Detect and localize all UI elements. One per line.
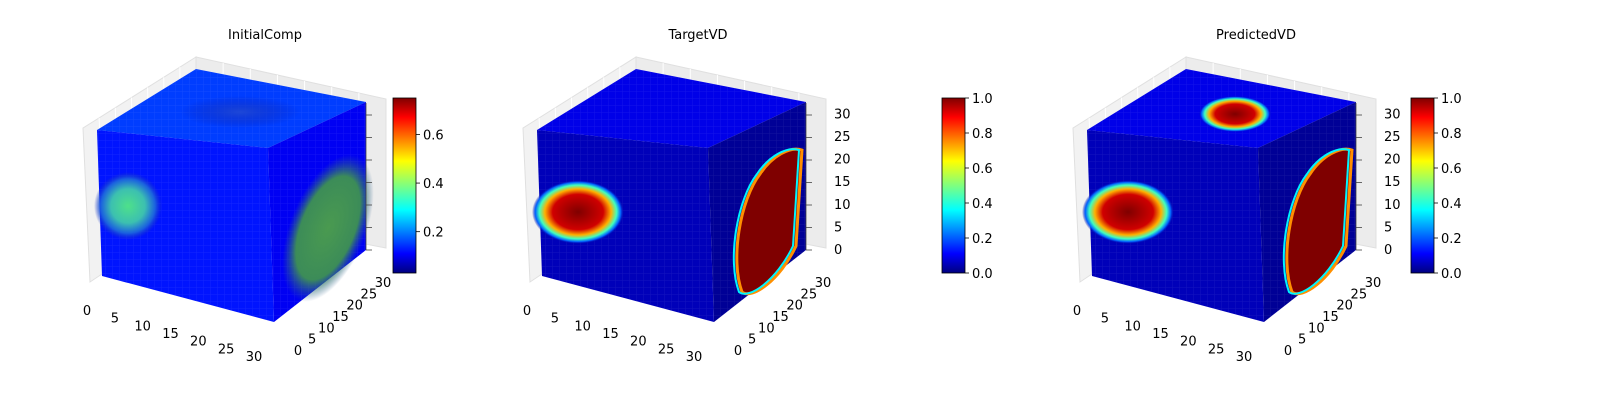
colorbar-tick-label: 0.4 [972,197,993,212]
z-tick-label: 10 [834,198,851,213]
feature-side-blob-edge [1282,148,1351,295]
x-tick-label: 5 [551,312,559,327]
voxel-grid-front [1087,130,1264,322]
x-tick-label: 5 [111,312,119,327]
y-tick-label: 20 [1336,299,1353,314]
y-tick-label: 15 [332,310,349,325]
y-tick-label: 0 [1284,344,1292,359]
voxel-grid-top [537,69,806,148]
y-tick-label: 0 [294,344,302,359]
z-tick-label: 15 [1384,175,1401,190]
z-tick-label: 20 [1384,153,1401,168]
y-tick-label: 20 [786,299,803,314]
y-tick-label: 30 [1365,276,1382,291]
y-tick-label: 5 [748,333,756,348]
z-tick-label: 0 [834,243,842,258]
colorbar-tick-label: 0.0 [1441,267,1462,282]
z-tick-label: 30 [834,107,851,122]
x-tick-label: 10 [134,319,151,334]
feature-side-blob [735,147,804,296]
z-tick-label: 5 [1384,220,1392,235]
z-tick-label: 20 [834,153,851,168]
colorbar: 0.0 0.2 0.4 0.6 0.8 1.0 [1410,92,1462,282]
colorbar-tick-label: 0.2 [972,232,993,247]
x-tick-label: 30 [246,350,263,365]
y-tick-label: 10 [1308,321,1325,336]
colorbar-tick-label: 0.2 [423,226,444,241]
colorbar: 0.0 0.2 0.4 0.6 0.8 1.0 [941,92,993,282]
y-tick-label: 5 [308,333,316,348]
feature-side-blob-edge [732,148,801,295]
y-tick-label: 15 [1322,310,1339,325]
colorbar-tick-label: 1.0 [1441,92,1462,107]
x-tick-label: 0 [1073,304,1081,319]
x-tick-label: 25 [658,342,675,357]
z-tick-label: 0 [1384,243,1392,258]
y-tick-label: 30 [375,276,392,291]
x-tick-label: 5 [1101,312,1109,327]
x-tick-label: 0 [83,304,91,319]
x-tick-label: 25 [1208,342,1225,357]
colorbar-tick-label: 0.8 [972,127,993,142]
colorbar-tick-label: 0.4 [423,177,444,192]
feature-front-blob [94,172,162,240]
y-tick-label: 20 [346,299,363,314]
x-tick-label: 30 [686,350,703,365]
y-tick-label: 10 [318,321,335,336]
colorbar-gradient [392,97,417,274]
x-tick-label: 30 [1236,350,1253,365]
y-tick-label: 25 [801,287,818,302]
x-tick-label: 15 [162,327,179,342]
y-tick-label: 30 [815,276,832,291]
z-tick-label: 25 [1384,130,1401,145]
y-tick-label: 0 [734,344,742,359]
chart-title: PredictedVD [1216,28,1296,43]
x-tick-label: 15 [1152,327,1169,342]
feature-side-blob [282,154,374,302]
voxel-grid-front [537,130,714,322]
feature-side-blob [1285,147,1354,296]
y-tick-label: 10 [758,321,775,336]
x-tick-label: 10 [1124,319,1141,334]
colorbar-tick-label: 0.2 [1441,232,1462,247]
colorbar-gradient [1410,97,1435,274]
colorbar: 0.2 0.4 0.6 [392,97,444,274]
x-tick-label: 15 [602,327,619,342]
x-tick-label: 25 [218,342,235,357]
colorbar-tick-label: 0.0 [972,267,993,282]
feature-top-blob [1199,96,1271,132]
y-tick-label: 15 [772,310,789,325]
z-tick-label: 5 [834,220,842,235]
chart-title: TargetVD [667,28,727,43]
x-tick-label: 20 [630,335,647,350]
colorbar-tick-label: 1.0 [972,92,993,107]
x-tick-label: 20 [1180,335,1197,350]
z-tick-label: 30 [1384,107,1401,122]
z-tick-label: 15 [834,175,851,190]
x-tick-label: 20 [190,335,207,350]
colorbar-tick-label: 0.6 [423,128,444,143]
feature-front-blob [1082,180,1174,244]
y-tick-label: 25 [1351,287,1368,302]
colorbar-gradient [941,97,966,274]
colorbar-tick-label: 0.6 [972,162,993,177]
colorbar-tick-label: 0.6 [1441,162,1462,177]
y-tick-label: 5 [1298,333,1306,348]
x-tick-label: 10 [574,319,591,334]
feature-front-blob [532,180,624,244]
colorbar-tick-label: 0.4 [1441,197,1462,212]
z-tick-label: 10 [1384,198,1401,213]
x-tick-label: 0 [523,304,531,319]
chart-title: InitialComp [228,28,302,43]
y-tick-label: 25 [361,287,378,302]
feature-top-blob [180,96,300,128]
z-tick-label: 25 [834,130,851,145]
colorbar-tick-label: 0.8 [1441,127,1462,142]
